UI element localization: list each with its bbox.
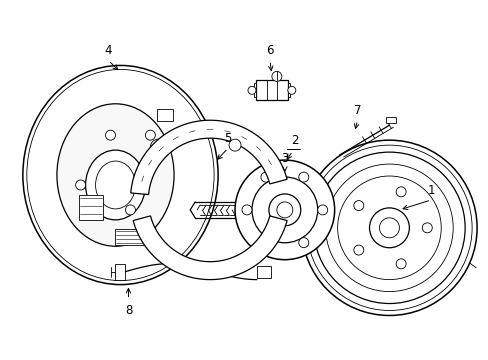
Polygon shape — [287, 84, 289, 97]
Circle shape — [395, 259, 406, 269]
Circle shape — [235, 160, 334, 260]
Text: 5: 5 — [224, 132, 231, 145]
Text: 7: 7 — [353, 104, 361, 117]
Circle shape — [105, 130, 115, 140]
Circle shape — [422, 223, 431, 233]
Ellipse shape — [95, 161, 135, 209]
Circle shape — [379, 218, 399, 238]
Ellipse shape — [57, 104, 174, 246]
Circle shape — [337, 176, 440, 280]
Circle shape — [228, 139, 241, 151]
Circle shape — [276, 202, 292, 218]
Circle shape — [271, 71, 281, 81]
Circle shape — [251, 177, 317, 243]
Polygon shape — [115, 264, 125, 280]
Circle shape — [154, 143, 162, 151]
Circle shape — [395, 187, 406, 197]
Polygon shape — [115, 229, 145, 245]
Text: 6: 6 — [265, 45, 273, 58]
Circle shape — [369, 208, 408, 248]
Circle shape — [268, 194, 300, 226]
Ellipse shape — [85, 150, 145, 220]
Circle shape — [247, 86, 255, 94]
Text: 2: 2 — [290, 134, 298, 147]
Circle shape — [325, 164, 452, 292]
Polygon shape — [386, 117, 396, 123]
Circle shape — [145, 130, 155, 140]
Text: 4: 4 — [104, 45, 112, 58]
Text: 3: 3 — [281, 152, 288, 165]
Circle shape — [298, 238, 308, 248]
Circle shape — [298, 172, 308, 182]
Ellipse shape — [23, 66, 218, 285]
Ellipse shape — [27, 69, 214, 280]
Circle shape — [301, 140, 476, 315]
Circle shape — [353, 245, 363, 255]
Polygon shape — [79, 195, 102, 220]
Circle shape — [306, 145, 471, 310]
Circle shape — [76, 180, 85, 190]
Circle shape — [261, 172, 270, 182]
Circle shape — [287, 86, 295, 94]
Text: 8: 8 — [124, 303, 132, 316]
Text: 1: 1 — [427, 184, 434, 197]
Polygon shape — [255, 80, 287, 100]
Circle shape — [150, 139, 166, 155]
Polygon shape — [256, 266, 270, 278]
Polygon shape — [130, 120, 286, 194]
Polygon shape — [133, 216, 286, 280]
Circle shape — [353, 201, 363, 211]
Polygon shape — [157, 109, 173, 121]
Circle shape — [125, 205, 135, 215]
Circle shape — [261, 238, 270, 248]
Circle shape — [242, 205, 251, 215]
Circle shape — [313, 152, 464, 303]
Polygon shape — [253, 84, 255, 97]
Circle shape — [317, 205, 327, 215]
